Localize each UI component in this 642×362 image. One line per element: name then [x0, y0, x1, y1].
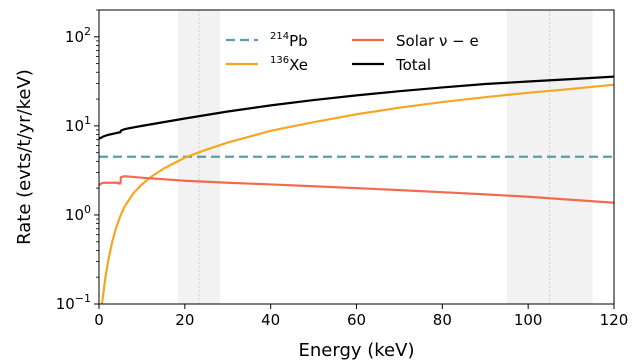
- legend-label-4: Total: [395, 56, 431, 74]
- y-tick-exponent: 1: [84, 114, 91, 127]
- y-tick-exponent: 0: [84, 203, 91, 216]
- legend-label-3: Solar ν − e: [396, 32, 479, 50]
- y-tick-base: 10: [65, 117, 84, 135]
- x-tick-label: 0: [94, 311, 104, 329]
- series-lines: [98, 75, 615, 305]
- x-tick-label: 80: [433, 311, 452, 329]
- y-tick-label: 102: [65, 25, 91, 46]
- legend-label-2: 136Xe: [270, 55, 308, 74]
- legend-name: Pb: [289, 32, 308, 50]
- series-line-4: [98, 75, 615, 140]
- x-tick-label: 120: [600, 311, 629, 329]
- y-tick-base: 10: [56, 295, 75, 313]
- y-tick-exponent: 2: [84, 25, 91, 38]
- y-tick-exponent: −1: [75, 292, 91, 305]
- y-tick-label: 101: [65, 114, 91, 135]
- x-tick-label: 20: [175, 311, 194, 329]
- series-line-3: [98, 175, 615, 204]
- y-axis-title: Rate (evts/t/yr/keV): [14, 69, 35, 245]
- x-axis: 0 20 40 60 80 100 120: [94, 304, 628, 329]
- x-axis-title: Energy (keV): [299, 340, 415, 361]
- legend-superscript: 214: [270, 31, 289, 42]
- x-tick-label: 100: [514, 311, 543, 329]
- legend-superscript: 136: [270, 55, 289, 66]
- y-tick-label: 100: [65, 203, 91, 224]
- y-tick-label: 10−1: [56, 292, 91, 313]
- x-tick-label: 60: [347, 311, 366, 329]
- legend-name: Xe: [289, 56, 308, 74]
- x-tick-label: 40: [261, 311, 280, 329]
- series-line-2: [100, 83, 615, 305]
- y-tick-base: 10: [65, 28, 84, 46]
- y-tick-base: 10: [65, 206, 84, 224]
- legend-label-1: 214Pb: [270, 31, 308, 50]
